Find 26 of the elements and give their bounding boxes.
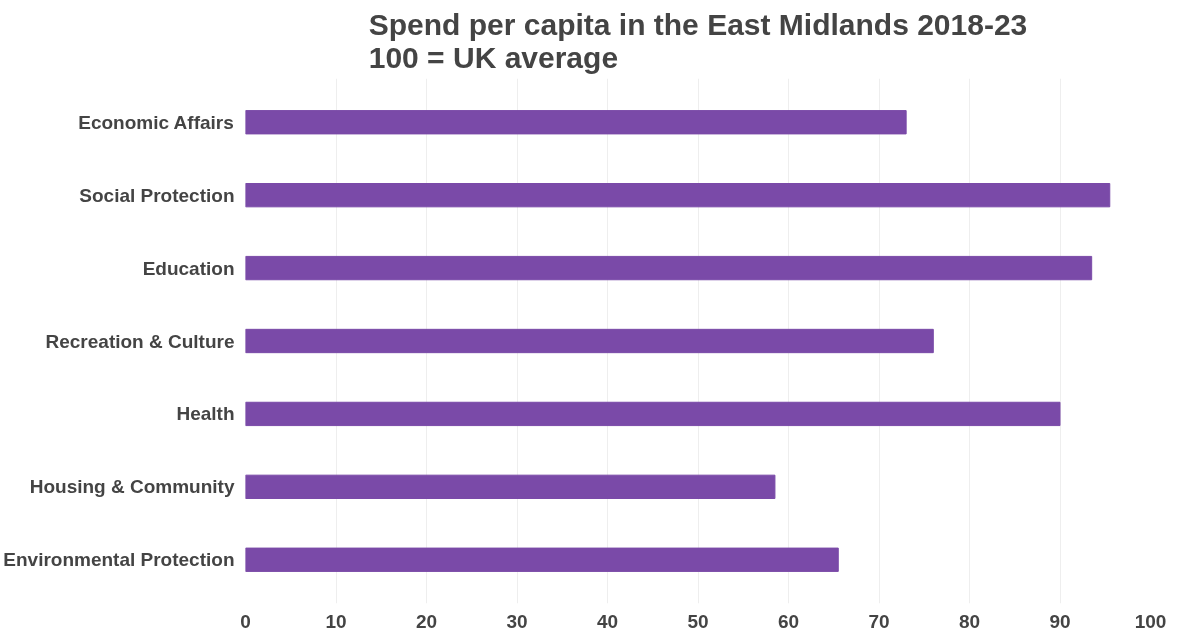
bar	[245, 401, 1061, 427]
bar	[245, 110, 907, 135]
x-tick-label: 10	[325, 610, 347, 632]
x-tick-label: 60	[777, 610, 800, 632]
x-tick-label: 40	[596, 610, 619, 632]
y-tick-label: Education	[142, 257, 235, 279]
y-tick-label: Economic Affairs	[78, 111, 234, 133]
x-tick-label: 80	[958, 610, 981, 632]
x-tick-label: 30	[506, 610, 528, 632]
y-tick-label: Environmental Protection	[3, 549, 235, 571]
x-tick-label: 0	[240, 610, 251, 632]
x-tick-label: 90	[1049, 610, 1071, 632]
x-tick-label: 50	[687, 610, 709, 632]
y-tick-label: Housing & Community	[29, 476, 235, 498]
bar	[245, 547, 839, 572]
bar	[245, 183, 1111, 208]
x-tick-label: 20	[415, 610, 438, 632]
x-tick-label: 100	[1134, 610, 1167, 632]
chart-title: Spend per capita in the East Midlands 2018-23 100 = UK average	[368, 7, 1028, 74]
y-tick-label: Recreation & Culture	[45, 330, 235, 352]
bar	[245, 474, 776, 499]
bar	[245, 328, 934, 354]
y-tick-label: Health	[176, 403, 235, 425]
x-tick-label: 70	[868, 610, 890, 632]
bar	[245, 255, 1093, 281]
y-tick-label: Social Protection	[79, 184, 235, 206]
